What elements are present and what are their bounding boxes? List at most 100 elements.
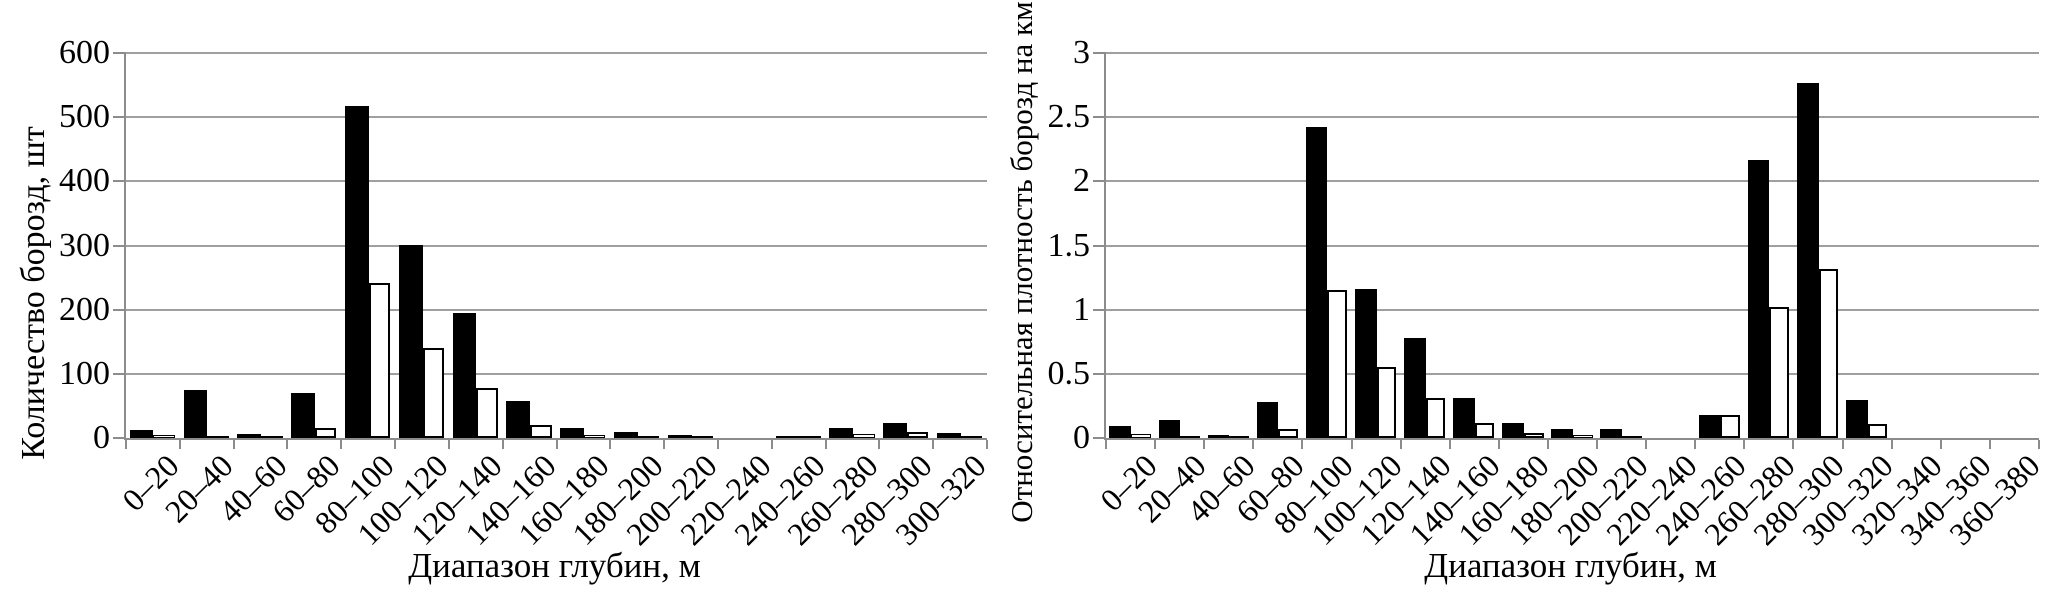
x-tick-mark xyxy=(1939,440,1942,449)
y-tick-label: 500 xyxy=(59,98,110,136)
bar-filled xyxy=(614,431,638,438)
bar-outline xyxy=(906,431,929,438)
bar-filled xyxy=(1600,429,1623,438)
x-tick-mark xyxy=(1841,440,1844,449)
y-tick-mark xyxy=(1093,437,1106,439)
bar-filled xyxy=(1796,82,1819,438)
bar-outline xyxy=(637,436,660,438)
bar-outline xyxy=(1572,435,1593,438)
x-tick-mark xyxy=(1743,440,1746,449)
x-tick-mark xyxy=(1792,440,1795,449)
bar-outline xyxy=(422,348,445,438)
bar-outline xyxy=(583,434,606,438)
gridline xyxy=(1106,372,2039,375)
y-tick-label: 0.5 xyxy=(1047,354,1091,392)
bar-outline xyxy=(1131,434,1151,438)
gridline xyxy=(126,52,987,54)
x-tick-mark xyxy=(1546,440,1549,449)
y-tick-label: 2.5 xyxy=(1047,98,1091,136)
bar-outline xyxy=(1523,432,1544,438)
bar-filled xyxy=(667,434,692,438)
bar-filled xyxy=(452,312,477,438)
bar-filled xyxy=(1305,127,1328,438)
x-tick-mark xyxy=(125,440,127,449)
x-tick-mark xyxy=(1890,440,1893,449)
bar-outline xyxy=(1229,436,1249,438)
gridline xyxy=(126,308,987,311)
bar-filled xyxy=(1207,435,1230,438)
x-tick-mark xyxy=(178,440,181,449)
y-tick-mark xyxy=(113,244,126,247)
bar-outline xyxy=(1278,429,1298,438)
plot-area: 0 100 200 300 400 500 600 0–20 20–40 40–60 60–80 80… xyxy=(59,34,993,552)
x-tick-mark xyxy=(1301,440,1304,449)
y-tick-label: 100 xyxy=(59,354,110,392)
x-tick-mark xyxy=(555,440,558,449)
bar-filled xyxy=(1551,429,1573,438)
x-tick-mark xyxy=(986,440,988,449)
bar-outline xyxy=(799,436,821,438)
bar-outline xyxy=(1622,436,1642,438)
y-tick-mark xyxy=(113,437,126,439)
x-tick-mark xyxy=(1448,440,1451,449)
bar-filled xyxy=(829,427,853,438)
y-tick-mark xyxy=(113,372,126,375)
gridline xyxy=(1106,116,2039,119)
x-tick-mark xyxy=(932,440,935,449)
x-tick-mark xyxy=(447,440,450,449)
x-tick-mark xyxy=(340,440,343,449)
gridline xyxy=(126,180,987,183)
y-tick-label: 200 xyxy=(59,290,110,328)
y-tick-mark xyxy=(1093,308,1106,311)
bar-filled xyxy=(237,433,262,438)
gridline xyxy=(1106,180,2039,183)
bar-outline xyxy=(691,436,714,438)
bar-filled xyxy=(183,389,208,438)
y-tick-mark xyxy=(113,308,126,311)
bar-outline xyxy=(476,387,498,438)
x-tick-mark xyxy=(1399,440,1402,449)
bar-outline xyxy=(314,428,337,438)
y-tick-label: 1.5 xyxy=(1047,226,1091,264)
x-tick-mark xyxy=(286,440,289,449)
x-tick-mark xyxy=(501,440,504,449)
bar-filled xyxy=(345,106,369,438)
bar-outline xyxy=(207,436,229,438)
y-tick-mark xyxy=(1093,372,1106,375)
x-tick-mark xyxy=(1252,440,1255,449)
bar-filled xyxy=(936,432,961,438)
bar-filled xyxy=(775,436,800,438)
x-tick-mark xyxy=(609,440,612,449)
bar-filled xyxy=(1747,159,1770,438)
x-tick-mark xyxy=(1105,440,1107,449)
y-tick-label: 600 xyxy=(59,34,110,71)
x-tick-mark xyxy=(1203,440,1206,449)
bar-filled xyxy=(129,430,154,438)
bar-filled xyxy=(1158,420,1181,438)
x-tick-mark xyxy=(394,440,397,449)
y-tick-label: 0 xyxy=(93,419,110,456)
x-tick-mark xyxy=(232,440,235,449)
y-tick-label: 300 xyxy=(59,226,110,264)
bar-outline xyxy=(960,436,983,438)
x-tick-mark xyxy=(878,440,881,449)
y-tick-mark xyxy=(1093,244,1106,247)
gridline xyxy=(126,116,987,119)
y-tick-label: 2 xyxy=(1073,162,1090,200)
bar-filled xyxy=(291,393,315,438)
bar-filled xyxy=(883,423,907,438)
bar-filled xyxy=(1453,398,1475,438)
y-tick-mark xyxy=(1093,116,1106,119)
gridline xyxy=(126,372,987,375)
gridline xyxy=(126,244,987,247)
x-tick-mark xyxy=(1596,440,1599,449)
y-axis-title: Относительная плотность борозд на км xyxy=(1004,1,1039,523)
y-tick-mark xyxy=(113,116,126,119)
gridline xyxy=(1106,308,2039,311)
bar-filled xyxy=(1698,414,1721,438)
x-axis-title: Диапазон глубин, м xyxy=(408,546,701,585)
bar-filled xyxy=(1404,337,1426,438)
y-tick-mark xyxy=(1093,180,1106,183)
